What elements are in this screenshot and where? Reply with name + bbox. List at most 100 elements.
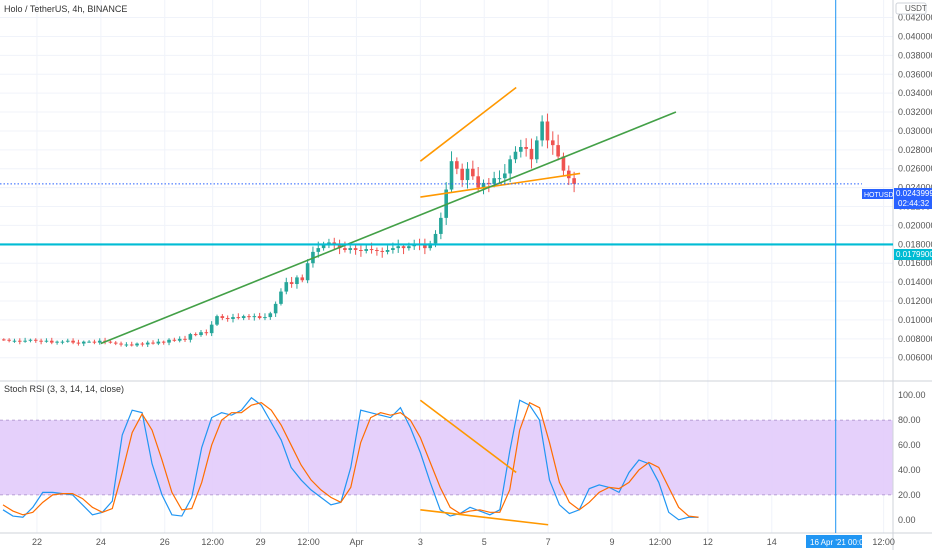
time-tick-label: 3 (418, 537, 423, 547)
candle-body (108, 341, 113, 343)
candle-body (385, 250, 390, 252)
price-tick-label: 0.0360000 (898, 69, 932, 79)
candle-body (364, 249, 369, 251)
candle-body (487, 182, 491, 184)
candle-body (97, 340, 102, 343)
candle-body (71, 340, 75, 343)
candle-body (529, 148, 534, 160)
candle-body (12, 340, 17, 342)
candle-body (236, 317, 241, 319)
rsi-tick-label: 100.00 (898, 390, 926, 400)
rsi-tick-label: 40.00 (898, 465, 921, 475)
price-tick-label: 0.0080000 (898, 334, 932, 344)
currency-label[interactable]: USDT (905, 4, 927, 13)
time-tick-label: 29 (256, 537, 266, 547)
time-tick-label: Apr (349, 537, 363, 547)
trendline-drawings[interactable] (100, 86, 677, 526)
candle-body (284, 282, 289, 292)
price-tag-symbol-box (862, 189, 893, 199)
candle-body (28, 339, 33, 341)
candle-body (2, 339, 6, 341)
orange-trendline (420, 172, 581, 198)
candle-body (231, 317, 235, 319)
price-tag: HOTUSDT 0.0243999 02:44:32 (862, 188, 932, 209)
date-tag-label: 16 Apr '21 00:00 (810, 538, 869, 547)
candle-body (204, 332, 209, 334)
stoch-rsi-k-line[interactable] (2, 396, 699, 521)
currency-label-box (895, 2, 927, 15)
candle-body (439, 217, 443, 234)
candle-body (359, 250, 363, 251)
orange-rsi-trendline (420, 509, 549, 526)
price-tick-label: 0.0420000 (898, 13, 932, 23)
symbol-legend[interactable]: Holo / TetherUS, 4h, BINANCE (4, 4, 127, 14)
price-tick-label: 0.0140000 (898, 277, 932, 287)
price-tag-countdown: 02:44:32 (898, 199, 930, 208)
candle-body (135, 343, 139, 346)
time-tick-label: 12:00 (297, 537, 320, 547)
candle-body (550, 140, 555, 146)
price-tick-label: 0.0240000 (898, 183, 932, 193)
candle-body (199, 332, 203, 336)
time-tick-label: 22 (32, 537, 42, 547)
candle-body (23, 340, 27, 342)
candle-body (449, 161, 454, 190)
candle-body (369, 249, 374, 251)
candle-body (156, 341, 161, 344)
time-axis-labels[interactable]: 22 24 26 12:00 29 12:00 Apr 3 5 7 9 12:00 12 14 12:00 (32, 537, 895, 547)
candle-body (215, 316, 219, 325)
price-tick-label: 0.0180000 (898, 239, 932, 249)
candle-body (535, 140, 539, 160)
candle-body (519, 147, 523, 152)
time-tick-label: 14 (767, 537, 777, 547)
candle-body (423, 245, 427, 249)
candle-body (545, 121, 550, 141)
indicator-legend[interactable]: Stoch RSI (3, 3, 14, 14, close) (4, 384, 124, 394)
candle-body (407, 246, 411, 249)
price-tag-box (894, 188, 932, 209)
candle-body (556, 145, 560, 157)
candle-body (343, 248, 347, 250)
time-tick-label: 5 (482, 537, 487, 547)
price-tag-symbol: HOTUSDT (864, 192, 899, 199)
price-tick-label: 0.0060000 (898, 353, 932, 363)
candle-body (353, 248, 358, 250)
time-tick-label: 12:00 (872, 537, 895, 547)
candle-body (129, 344, 134, 346)
candle-body (572, 178, 576, 184)
price-tag-value: 0.0243999 (896, 189, 932, 198)
candle-body (492, 178, 496, 184)
candle-body (348, 248, 353, 250)
candle-body (305, 263, 310, 281)
candle-body (65, 340, 70, 342)
price-tick-label: 0.0400000 (898, 31, 932, 41)
candle-body (428, 243, 432, 249)
candle-body (7, 339, 11, 341)
candle-body (39, 340, 43, 342)
price-axis-labels[interactable]: 0.0420000 0.0400000 0.0380000 0.0360000 0.03… (898, 13, 932, 363)
price-tick-label: 0.0380000 (898, 50, 932, 60)
stoch-rsi-d-line[interactable] (2, 401, 699, 518)
candle-body (375, 250, 379, 251)
rsi-axis-labels[interactable]: 100.00 80.00 60.00 40.00 20.00 0.00 (898, 390, 926, 525)
candle-body (119, 343, 123, 345)
candle-body (540, 121, 544, 141)
hline-tag-value: 0.0179900 (896, 250, 932, 259)
candle-body (151, 342, 155, 344)
candle-body (433, 233, 438, 244)
candle-body (225, 318, 230, 320)
candle-body (273, 303, 278, 314)
candle-body (17, 340, 22, 342)
candle-body (476, 176, 480, 188)
candle-body (460, 168, 464, 181)
rsi-tick-label: 20.00 (898, 490, 921, 500)
candle-body (92, 341, 97, 343)
candle-body (455, 161, 459, 169)
candle-body (279, 291, 283, 304)
candle-body (508, 159, 512, 174)
time-tick-label: 12:00 (649, 537, 672, 547)
candlestick-series[interactable] (2, 113, 576, 348)
candle-body (209, 324, 214, 334)
candle-body (172, 339, 177, 341)
